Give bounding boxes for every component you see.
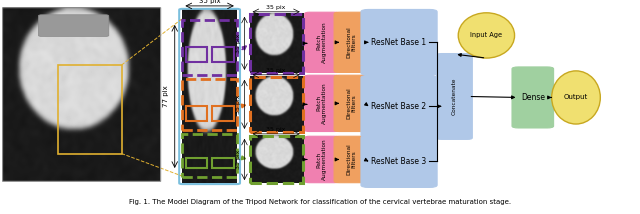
Bar xyxy=(182,79,237,130)
FancyBboxPatch shape xyxy=(436,54,472,139)
Text: Concatenate: Concatenate xyxy=(452,78,457,115)
Text: 35 pix: 35 pix xyxy=(266,127,286,132)
Bar xyxy=(250,77,303,132)
Bar xyxy=(182,134,237,177)
Text: Patch
Augmentation: Patch Augmentation xyxy=(317,83,327,124)
Bar xyxy=(250,14,303,73)
Bar xyxy=(212,106,234,121)
Bar xyxy=(212,47,234,62)
FancyBboxPatch shape xyxy=(305,12,339,73)
Text: Output: Output xyxy=(564,94,588,100)
Text: ResNet Base 3: ResNet Base 3 xyxy=(371,157,427,166)
Text: Patch
Augmentation: Patch Augmentation xyxy=(317,22,327,63)
Text: Patch
Augmentation: Patch Augmentation xyxy=(317,139,327,180)
Bar xyxy=(186,158,207,168)
Text: Input Age: Input Age xyxy=(470,33,502,39)
Ellipse shape xyxy=(552,71,600,124)
FancyBboxPatch shape xyxy=(361,9,437,75)
FancyBboxPatch shape xyxy=(334,12,369,73)
FancyBboxPatch shape xyxy=(361,135,437,187)
FancyBboxPatch shape xyxy=(38,15,109,36)
Bar xyxy=(212,158,234,168)
Text: 35 pix: 35 pix xyxy=(236,34,241,53)
FancyBboxPatch shape xyxy=(361,75,437,137)
Text: Fig. 1. The Model Diagram of the Tripod Network for classification of the cervic: Fig. 1. The Model Diagram of the Tripod … xyxy=(129,199,511,205)
Text: 35 pix: 35 pix xyxy=(236,150,241,169)
Text: Directional
Filters: Directional Filters xyxy=(346,144,356,175)
Text: ResNet Base 2: ResNet Base 2 xyxy=(371,102,427,111)
Text: 35 pix: 35 pix xyxy=(236,95,241,114)
Ellipse shape xyxy=(458,13,515,58)
Text: Dense: Dense xyxy=(521,93,545,102)
Bar xyxy=(186,106,207,121)
Bar xyxy=(182,20,237,75)
FancyBboxPatch shape xyxy=(305,75,339,132)
Text: 35 pix: 35 pix xyxy=(266,68,286,73)
Text: 35 pix: 35 pix xyxy=(266,5,286,10)
FancyBboxPatch shape xyxy=(334,75,369,132)
Text: 35 pix: 35 pix xyxy=(199,0,220,4)
Text: ResNet Base 1: ResNet Base 1 xyxy=(371,38,427,47)
FancyBboxPatch shape xyxy=(512,67,554,128)
Bar xyxy=(250,136,303,183)
Text: 77 pix: 77 pix xyxy=(163,86,170,107)
Text: Directional
Filters: Directional Filters xyxy=(346,27,356,58)
Text: Directional
Filters: Directional Filters xyxy=(346,88,356,119)
Bar xyxy=(186,47,207,62)
FancyBboxPatch shape xyxy=(305,136,339,183)
Bar xyxy=(58,65,122,154)
FancyBboxPatch shape xyxy=(334,136,369,183)
